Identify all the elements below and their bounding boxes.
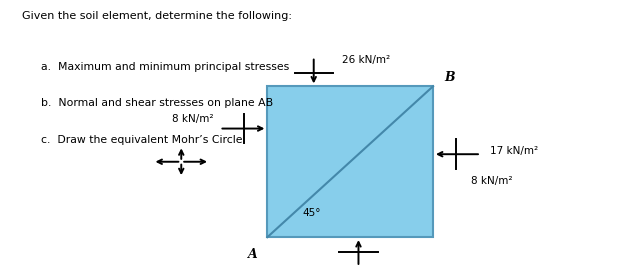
Text: c.  Draw the equivalent Mohr’s Circle: c. Draw the equivalent Mohr’s Circle [41, 135, 242, 145]
Text: 26 kN/m²: 26 kN/m² [343, 55, 390, 65]
Text: 45°: 45° [302, 208, 321, 218]
Text: b.  Normal and shear stresses on plane AB: b. Normal and shear stresses on plane AB [41, 98, 273, 108]
Text: Given the soil element, determine the following:: Given the soil element, determine the fo… [22, 11, 292, 21]
Text: 8 kN/m²: 8 kN/m² [172, 114, 213, 124]
Text: B: B [444, 71, 455, 84]
Text: 17 kN/m²: 17 kN/m² [491, 146, 539, 156]
Text: a.  Maximum and minimum principal stresses: a. Maximum and minimum principal stresse… [41, 62, 289, 72]
Bar [267, 86, 433, 237]
Text: 8 kN/m²: 8 kN/m² [471, 177, 513, 186]
Text: A: A [248, 248, 258, 261]
